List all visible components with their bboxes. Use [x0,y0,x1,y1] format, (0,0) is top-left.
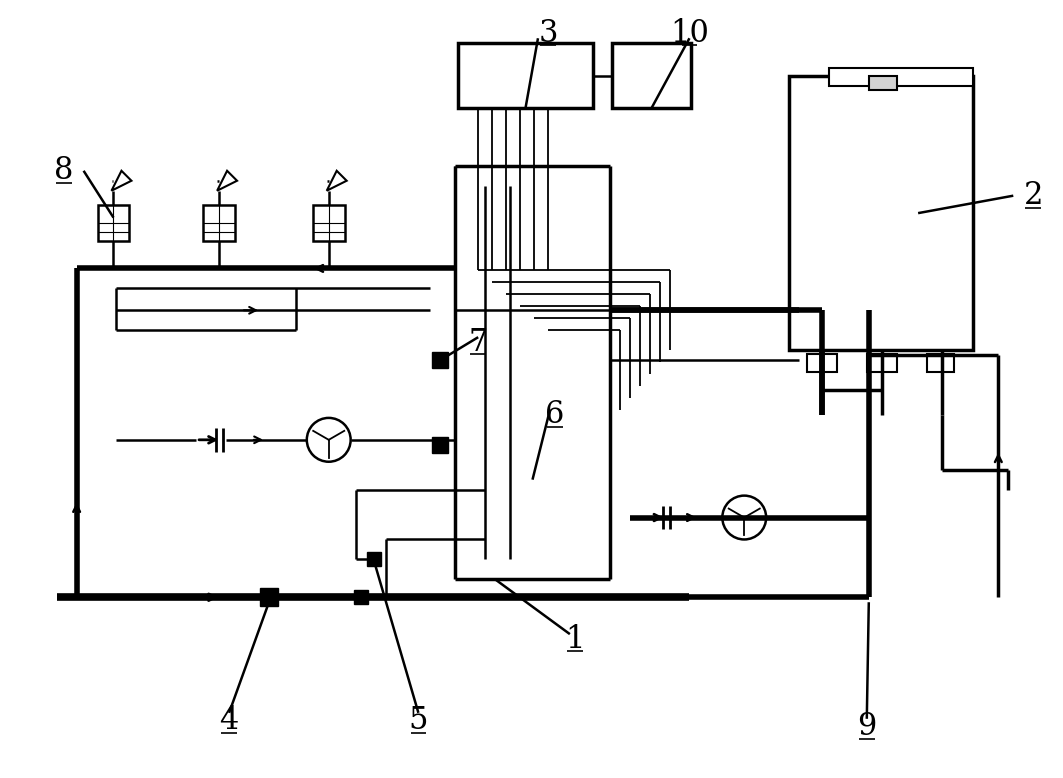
Bar [829,68,974,86]
Text: 3: 3 [538,18,558,49]
Bar [866,354,897,372]
Bar [433,352,449,368]
Bar [789,76,974,350]
Text: 2: 2 [1024,180,1043,211]
Bar [354,591,368,605]
Bar [367,552,381,566]
Bar [313,205,344,240]
Bar [611,44,691,108]
Bar [433,436,449,453]
Text: 7: 7 [469,327,488,358]
Bar [868,76,897,90]
Text: 4: 4 [219,706,239,736]
Text: 5: 5 [408,706,428,736]
Text: 9: 9 [857,711,876,742]
Bar [203,205,235,240]
Text: 6: 6 [545,399,564,430]
Bar [98,205,130,240]
Bar [927,354,955,372]
Bar [260,588,277,606]
Bar [458,44,593,108]
Text: 1: 1 [566,624,585,654]
Text: 10: 10 [670,18,709,49]
Bar [807,354,837,372]
Text: 8: 8 [54,156,73,186]
